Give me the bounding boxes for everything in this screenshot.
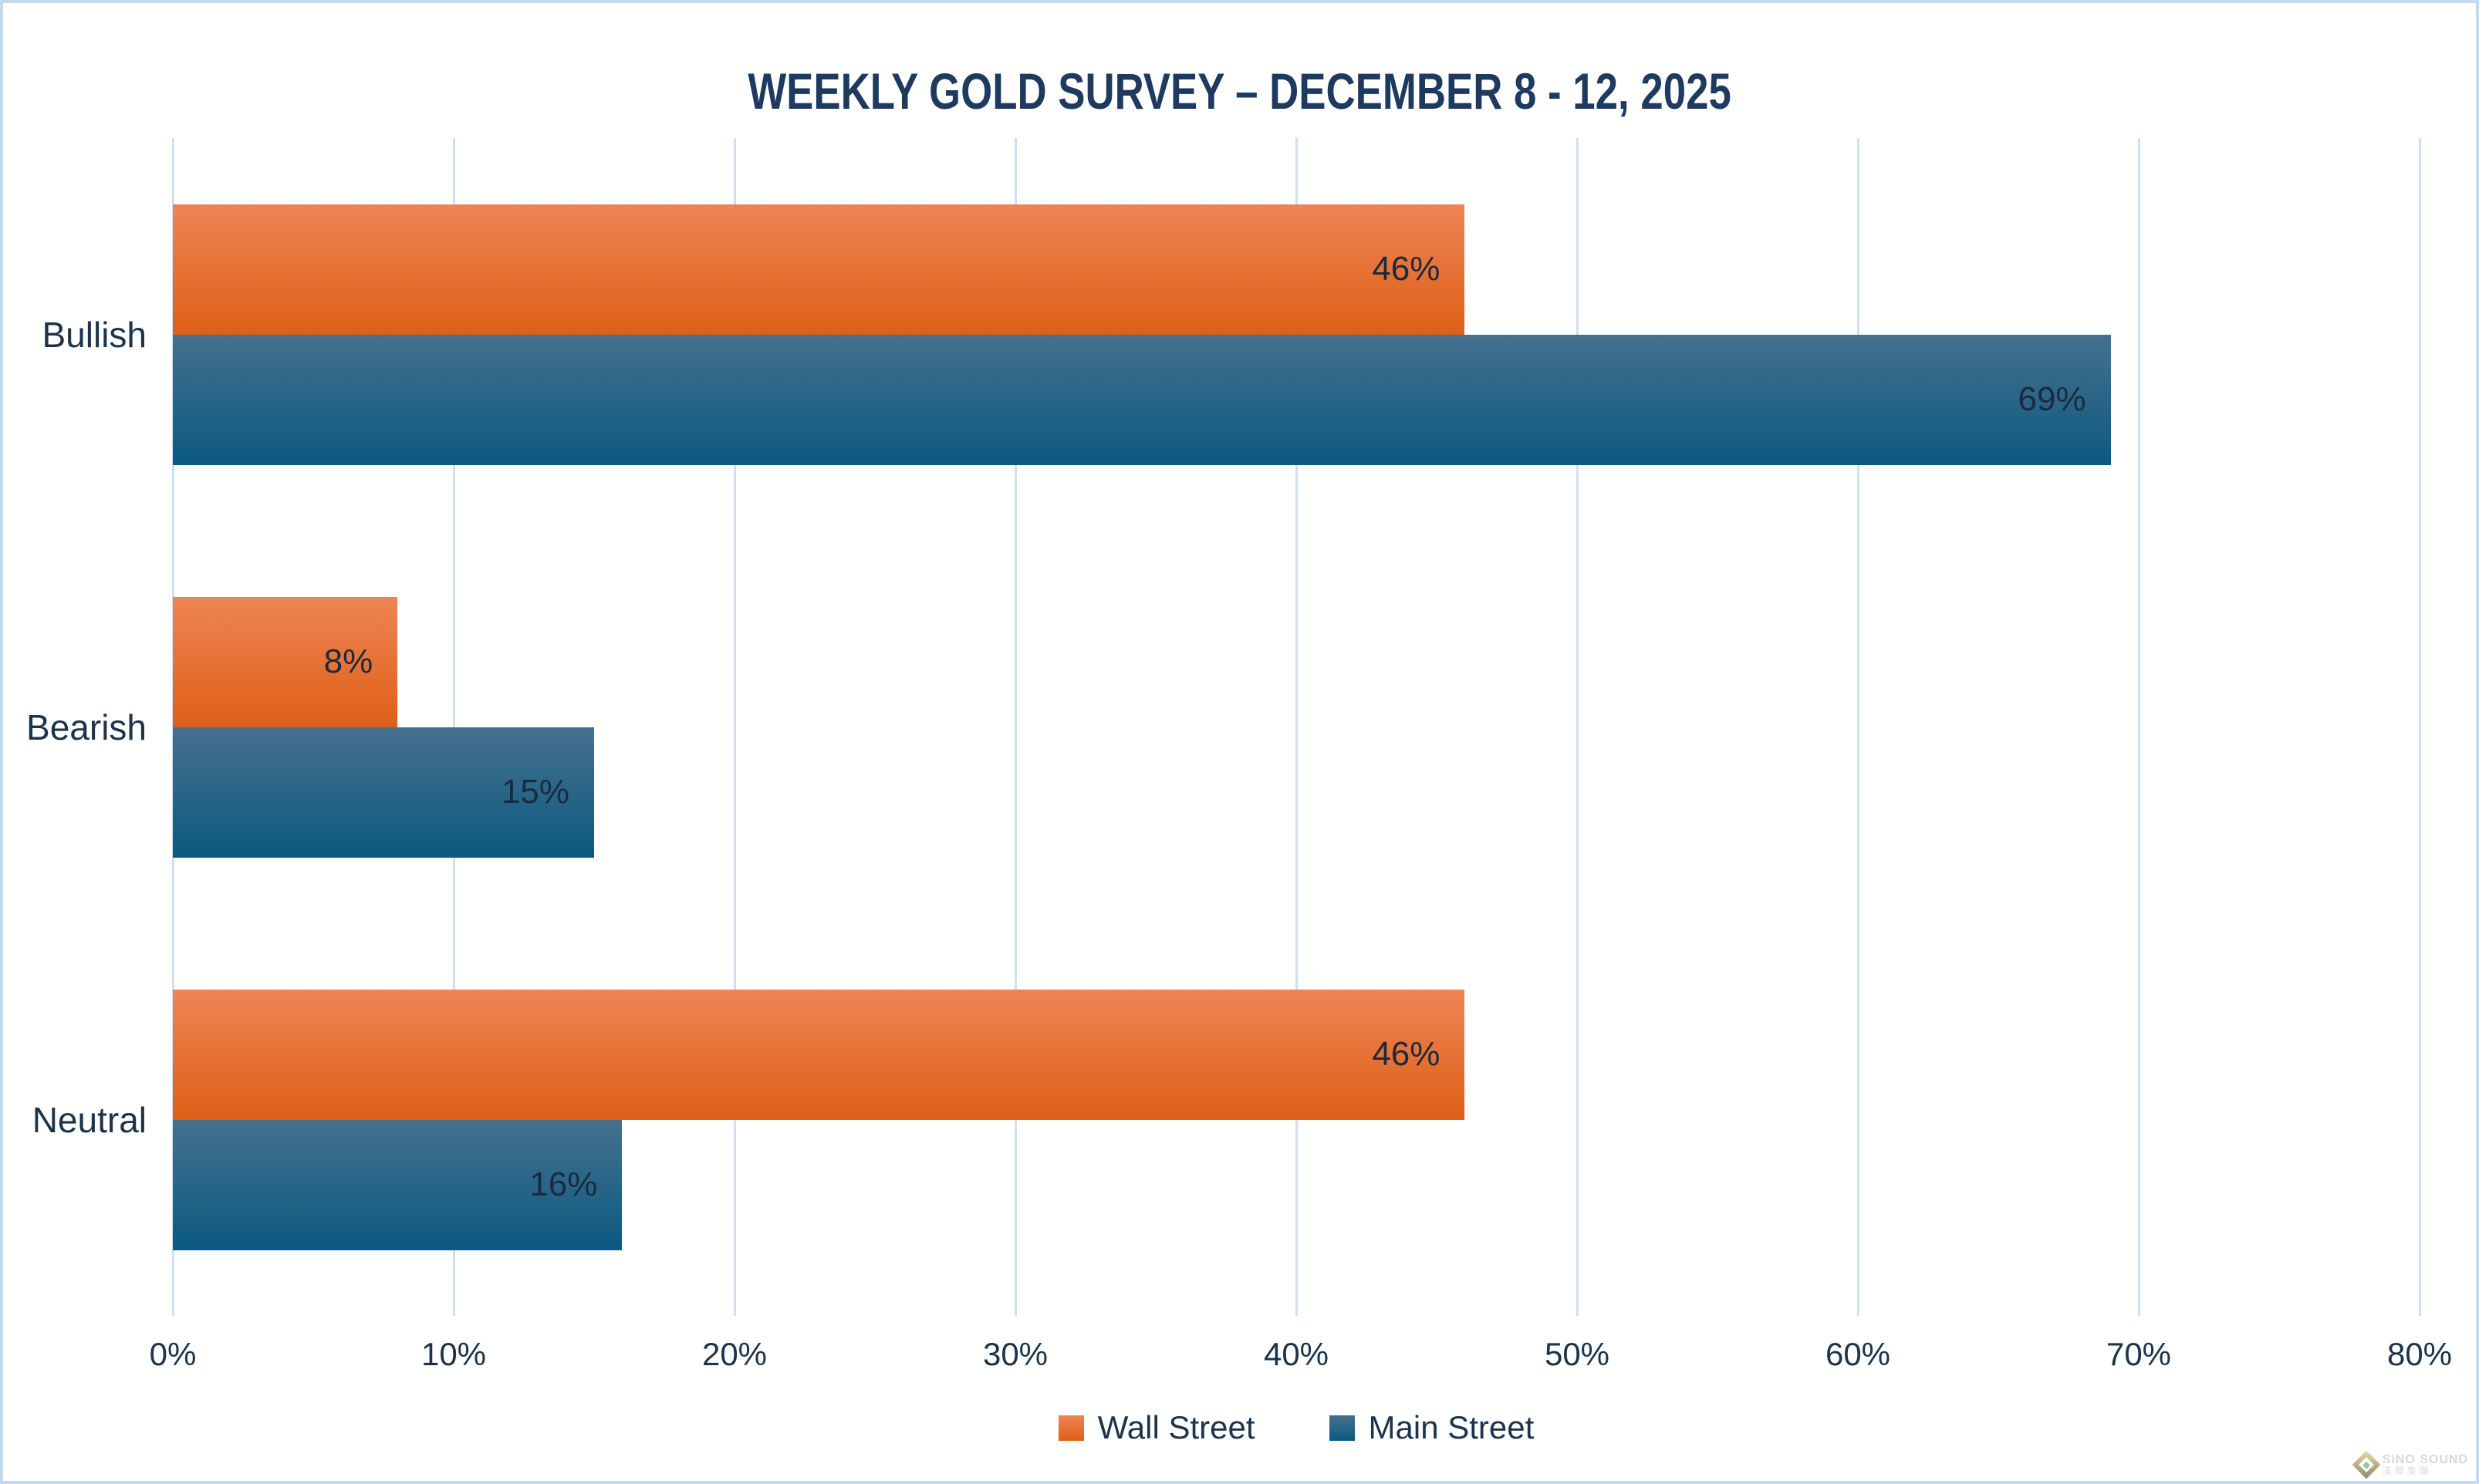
x-tick-label-0-: 0% — [149, 1336, 197, 1372]
gridline-20- — [733, 138, 736, 1316]
bar-value-label-main-street-neutral: 16% — [529, 1165, 598, 1203]
bar-main-street-neutral: 16% — [173, 1119, 623, 1250]
legend-swatch-main-street — [1329, 1415, 1355, 1441]
watermark-diamond-icon — [2352, 1450, 2381, 1479]
bar-wall-street-neutral: 46% — [173, 989, 1465, 1120]
gridline-30- — [1014, 138, 1017, 1316]
watermark-diamond-core — [2362, 1461, 2370, 1469]
x-tick-label-20-: 20% — [701, 1336, 768, 1372]
gridline-80- — [2418, 138, 2421, 1316]
category-label-bearish: Bearish — [26, 707, 147, 747]
x-tick-label-60-: 60% — [1825, 1336, 1891, 1372]
chart-title: WEEKLY GOLD SURVEY – DECEMBER 8 - 12, 20… — [3, 62, 2476, 120]
gridline-40- — [1295, 138, 1298, 1316]
legend: Wall Street Main Street — [173, 1401, 2420, 1455]
bar-value-label-main-street-bullish: 69% — [2018, 380, 2086, 418]
chart-title-text: WEEKLY GOLD SURVEY – DECEMBER 8 - 12, 20… — [748, 62, 1731, 120]
gridline-70- — [2137, 138, 2140, 1316]
x-tick-label-30-: 30% — [982, 1336, 1049, 1372]
bar-value-label-wall-street-neutral: 46% — [1372, 1035, 1440, 1073]
bar-main-street-bearish: 15% — [173, 727, 594, 858]
category-label-neutral: Neutral — [32, 1099, 147, 1140]
gridline-50- — [1576, 138, 1579, 1316]
legend-label-main-street: Main Street — [1368, 1409, 1535, 1445]
bar-wall-street-bullish: 46% — [173, 204, 1465, 335]
bar-value-label-main-street-bearish: 15% — [501, 773, 569, 811]
plot-area: 0% 10% 20% 30% 40% 50% 60% 70% 80% Bullish 46% 69% B… — [3, 3, 2476, 1481]
watermark-diamond-inner — [2358, 1457, 2374, 1473]
watermark-line2: 漢聲集團 — [2382, 1465, 2432, 1477]
x-tick-label-50-: 50% — [1544, 1336, 1610, 1372]
gridline-60- — [1856, 138, 1859, 1316]
x-tick-label-70-: 70% — [2106, 1336, 2172, 1372]
x-tick-label-80-: 80% — [2386, 1336, 2453, 1372]
bar-value-label-wall-street-bearish: 8% — [323, 643, 373, 680]
legend-item-wall-street: Wall Street — [1058, 1409, 1255, 1446]
bar-main-street-bullish: 69% — [173, 334, 2111, 465]
x-tick-label-40-: 40% — [1263, 1336, 1329, 1372]
watermark: SiNO SOUND 漢聲集團 — [2352, 1450, 2468, 1479]
bar-value-label-wall-street-bullish: 46% — [1372, 250, 1440, 288]
legend-item-main-street: Main Street — [1329, 1409, 1535, 1446]
legend-swatch-wall-street — [1058, 1415, 1084, 1441]
watermark-line1: SiNO SOUND — [2382, 1452, 2468, 1466]
legend-label-wall-street: Wall Street — [1097, 1409, 1255, 1445]
watermark-text: SiNO SOUND 漢聲集團 — [2382, 1452, 2468, 1477]
x-tick-label-10-: 10% — [420, 1336, 487, 1372]
category-label-bullish: Bullish — [42, 314, 147, 355]
bar-wall-street-bearish: 8% — [173, 596, 398, 727]
